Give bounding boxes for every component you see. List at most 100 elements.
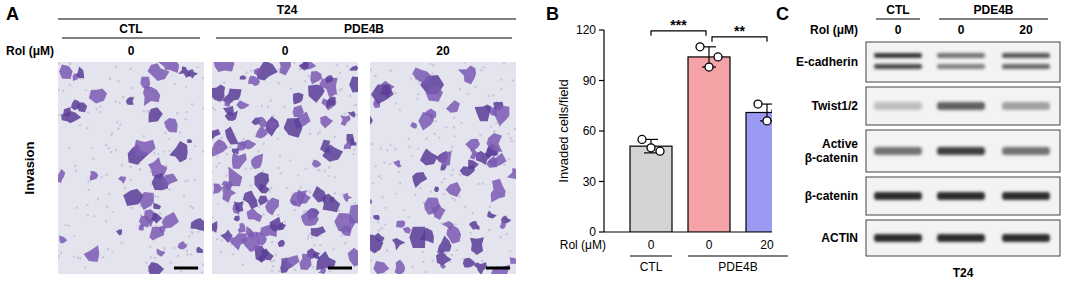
cell xyxy=(265,197,279,215)
pore xyxy=(58,113,60,115)
pore xyxy=(307,235,309,237)
pore xyxy=(419,187,421,189)
pore xyxy=(467,93,469,95)
pore xyxy=(268,190,270,192)
pore xyxy=(336,64,338,66)
pore xyxy=(242,264,244,266)
pore xyxy=(69,63,71,65)
cell xyxy=(301,209,319,227)
cell xyxy=(162,173,178,188)
blot-box xyxy=(866,177,1060,215)
pore xyxy=(58,89,59,91)
cell xyxy=(320,140,330,153)
pore xyxy=(378,229,380,231)
pore xyxy=(270,260,272,262)
cell xyxy=(349,204,358,223)
cell xyxy=(268,121,277,129)
pore xyxy=(353,202,355,204)
pore xyxy=(79,124,81,126)
pore xyxy=(354,104,356,106)
pore xyxy=(177,255,179,257)
pore xyxy=(258,205,260,207)
pore xyxy=(225,175,227,177)
pore xyxy=(212,216,213,218)
cell xyxy=(234,201,244,212)
data-point xyxy=(638,135,646,143)
pore xyxy=(438,136,440,138)
pore xyxy=(185,85,187,87)
x-axis-title: Rol (μM) xyxy=(560,238,606,252)
pore xyxy=(202,263,204,265)
pore xyxy=(87,189,89,191)
x-tick-label: 0 xyxy=(648,238,655,252)
blot-label-line: Active xyxy=(822,137,858,151)
pore xyxy=(381,227,383,229)
pore xyxy=(157,153,159,155)
pore xyxy=(507,132,509,134)
cell xyxy=(277,222,283,229)
pore xyxy=(407,216,409,218)
pore xyxy=(341,193,343,195)
cell xyxy=(254,172,269,192)
pore xyxy=(417,93,419,95)
cell xyxy=(134,140,155,157)
pore xyxy=(429,63,431,65)
pore xyxy=(372,182,374,184)
pore xyxy=(183,195,185,197)
pore xyxy=(274,254,276,256)
pore xyxy=(454,199,456,201)
cell xyxy=(420,149,438,166)
pore xyxy=(122,96,124,98)
pore xyxy=(167,138,169,140)
pore xyxy=(202,107,204,109)
pore xyxy=(417,147,419,149)
pore xyxy=(250,167,252,169)
cell xyxy=(370,198,372,204)
pore xyxy=(121,164,123,166)
cell xyxy=(299,62,309,71)
pore xyxy=(395,102,397,104)
treatment-label: Rol (μM) xyxy=(810,23,858,37)
pore xyxy=(394,148,396,150)
cell xyxy=(446,100,460,113)
pore xyxy=(434,133,436,135)
pore xyxy=(130,68,132,70)
cell xyxy=(344,141,351,149)
pore xyxy=(186,111,188,113)
pore xyxy=(371,143,373,145)
pore xyxy=(217,155,219,157)
pore xyxy=(102,256,104,258)
panel-letter: A xyxy=(6,4,19,24)
cell xyxy=(143,86,160,106)
pore xyxy=(121,242,123,244)
cell xyxy=(348,248,358,267)
pore xyxy=(386,249,388,251)
pore xyxy=(91,147,93,149)
cell xyxy=(76,66,84,78)
pore xyxy=(456,249,458,251)
band-upper xyxy=(937,53,985,58)
pore xyxy=(76,207,78,209)
pore xyxy=(333,176,335,178)
pore xyxy=(339,72,341,74)
cell xyxy=(469,221,480,230)
y-tick-label: 0 xyxy=(589,225,596,239)
cell xyxy=(162,212,179,229)
pore xyxy=(105,174,107,176)
pore xyxy=(129,166,131,168)
pore xyxy=(422,261,424,263)
pore xyxy=(79,257,81,259)
pore xyxy=(503,62,505,64)
pore xyxy=(220,251,222,253)
band xyxy=(937,53,985,69)
pore xyxy=(479,134,481,136)
pore xyxy=(512,79,514,81)
group-rule xyxy=(62,37,200,38)
cell xyxy=(440,151,452,167)
pore xyxy=(370,68,372,70)
sig-stars: ** xyxy=(734,23,745,39)
pore xyxy=(309,133,311,135)
pore xyxy=(186,250,188,252)
pore xyxy=(334,192,336,194)
pore xyxy=(319,244,321,246)
